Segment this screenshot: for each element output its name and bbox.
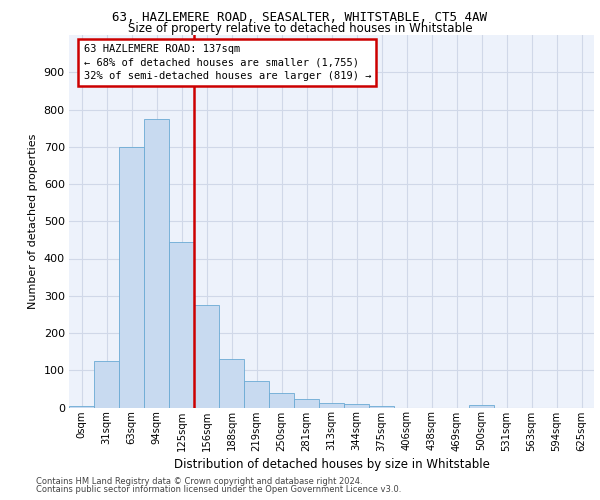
Bar <box>219 359 244 408</box>
Bar <box>144 119 169 408</box>
Bar <box>269 394 294 407</box>
Text: 63, HAZLEMERE ROAD, SEASALTER, WHITSTABLE, CT5 4AW: 63, HAZLEMERE ROAD, SEASALTER, WHITSTABL… <box>113 11 487 24</box>
Text: Size of property relative to detached houses in Whitstable: Size of property relative to detached ho… <box>128 22 472 35</box>
Bar <box>119 147 144 407</box>
Bar <box>69 406 94 407</box>
Text: 63 HAZLEMERE ROAD: 137sqm
← 68% of detached houses are smaller (1,755)
32% of se: 63 HAZLEMERE ROAD: 137sqm ← 68% of detac… <box>83 44 371 80</box>
Bar <box>94 361 119 408</box>
Bar <box>319 403 344 407</box>
Text: Contains public sector information licensed under the Open Government Licence v3: Contains public sector information licen… <box>36 484 401 494</box>
Text: Contains HM Land Registry data © Crown copyright and database right 2024.: Contains HM Land Registry data © Crown c… <box>36 477 362 486</box>
X-axis label: Distribution of detached houses by size in Whitstable: Distribution of detached houses by size … <box>173 458 490 470</box>
Bar <box>169 242 194 408</box>
Bar <box>294 400 319 407</box>
Bar <box>344 404 369 407</box>
Bar <box>194 305 219 408</box>
Bar <box>244 382 269 407</box>
Bar <box>469 404 494 407</box>
Y-axis label: Number of detached properties: Number of detached properties <box>28 134 38 309</box>
Bar <box>369 406 394 407</box>
